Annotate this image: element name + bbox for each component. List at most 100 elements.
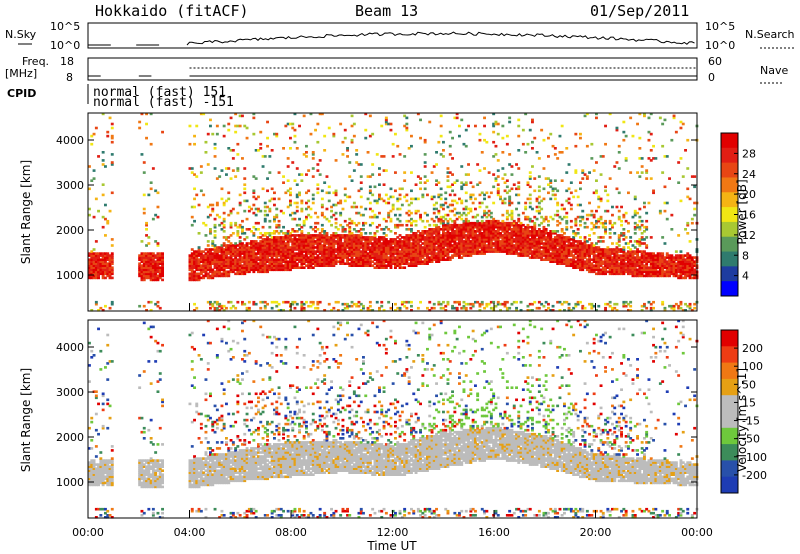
power-cell <box>460 230 464 233</box>
power-cell <box>375 300 379 304</box>
power-cell <box>282 264 285 267</box>
power-cell <box>501 219 505 223</box>
power-cell <box>355 302 359 306</box>
power-cell <box>323 260 327 263</box>
power-cell <box>284 236 288 239</box>
power-cell <box>382 155 386 158</box>
power-cell <box>94 252 98 255</box>
power-cell <box>396 197 400 201</box>
power-cell <box>439 248 443 251</box>
power-cell <box>190 205 194 209</box>
power-cell <box>423 246 427 249</box>
power-cell <box>142 266 146 269</box>
power-cell <box>227 246 231 249</box>
power-cell <box>350 140 354 144</box>
power-cell <box>215 250 219 253</box>
power-cell <box>569 242 573 245</box>
power-cell <box>149 256 153 259</box>
power-cell <box>510 238 514 241</box>
power-cell <box>193 256 196 259</box>
power-cell <box>588 302 591 306</box>
power-cell <box>238 254 242 257</box>
power-cell <box>483 240 486 243</box>
power-cell <box>206 163 210 166</box>
power-cell <box>620 256 623 259</box>
power-cell <box>526 252 530 255</box>
power-cell <box>446 238 450 241</box>
power-cell <box>277 254 281 257</box>
power-cell <box>332 306 336 310</box>
power-cell <box>537 157 541 160</box>
power-cell <box>206 244 210 247</box>
power-cell <box>309 248 313 251</box>
power-cell <box>400 300 404 304</box>
power-cell <box>391 258 395 261</box>
power-cell <box>528 177 532 180</box>
power-cell <box>300 179 304 182</box>
power-cell <box>435 246 438 249</box>
power-cell <box>241 302 244 306</box>
power-cell <box>487 248 491 251</box>
power-cell <box>88 276 91 280</box>
power-cell <box>510 248 514 251</box>
power-cell <box>275 236 279 239</box>
power-cell <box>261 187 265 191</box>
power-cell <box>225 306 228 310</box>
power-cell <box>627 191 630 195</box>
power-cell <box>537 240 541 243</box>
power-cell <box>499 250 502 253</box>
power-cell <box>597 264 601 267</box>
power-cell <box>560 124 564 128</box>
power-cell <box>307 236 311 239</box>
power-cell <box>515 163 518 166</box>
power-cell <box>608 268 612 272</box>
power-cell <box>581 254 585 257</box>
power-cell <box>556 300 560 304</box>
power-cell <box>286 205 290 209</box>
power-cell <box>277 223 281 227</box>
power-cell <box>611 248 614 251</box>
power-cell <box>193 309 196 312</box>
power-cell <box>222 211 226 215</box>
power-cell <box>615 262 619 265</box>
power-cell <box>382 266 386 269</box>
power-cell <box>540 232 544 235</box>
power-cell <box>305 250 308 253</box>
power-cell <box>499 228 502 231</box>
power-cell <box>448 234 452 237</box>
power-cell <box>588 254 591 257</box>
power-cell <box>643 260 646 263</box>
power-cell <box>474 232 477 235</box>
power-cell <box>442 207 445 211</box>
power-cell <box>88 165 91 168</box>
power-cell <box>515 236 518 239</box>
power-cell <box>259 254 263 257</box>
power-cell <box>464 228 468 231</box>
power-cell <box>366 175 370 178</box>
power-cell <box>567 242 571 245</box>
power-cell <box>629 256 633 259</box>
power-cell <box>469 252 473 255</box>
power-cell <box>380 248 384 251</box>
power-cell <box>359 234 363 237</box>
power-cell <box>199 264 203 267</box>
power-cell <box>462 244 466 247</box>
power-cell <box>531 230 534 233</box>
power-cell <box>460 252 464 255</box>
power-cell <box>526 242 530 245</box>
power-cell <box>524 240 528 243</box>
power-cell <box>282 240 285 243</box>
power-cell <box>597 219 601 223</box>
nsky-tick-high: 10^5 <box>50 20 80 33</box>
power-cell <box>149 252 153 255</box>
power-cell <box>298 191 301 195</box>
power-cell <box>332 238 336 241</box>
power-cell <box>156 304 160 308</box>
power-cell <box>266 264 269 267</box>
power-cell <box>485 205 489 209</box>
power-cell <box>592 256 596 259</box>
power-cell <box>455 244 459 247</box>
power-cell <box>231 252 235 255</box>
power-cell <box>487 234 491 237</box>
power-cell <box>286 236 290 239</box>
